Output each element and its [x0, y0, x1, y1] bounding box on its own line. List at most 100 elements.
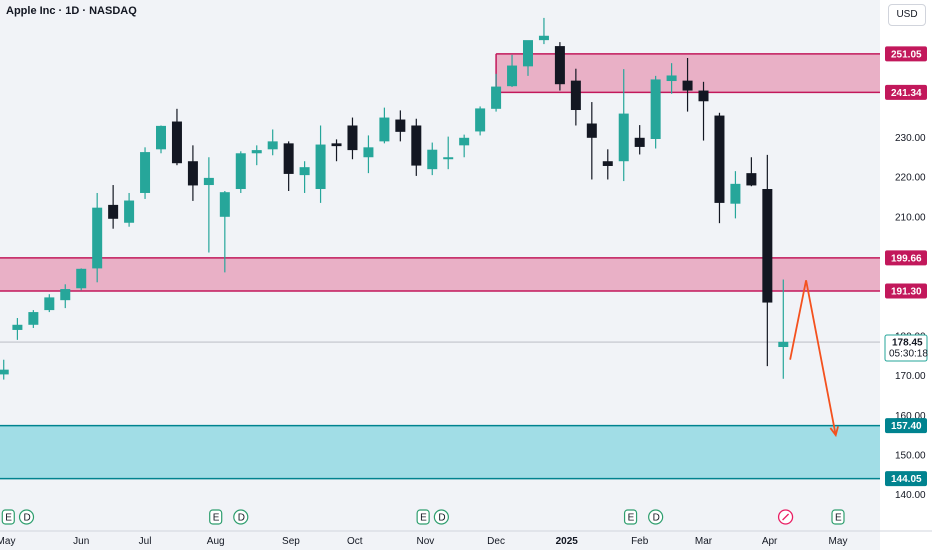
candle — [76, 268, 87, 291]
candle — [219, 190, 230, 273]
event-marker-E[interactable]: E — [623, 509, 638, 525]
candle — [156, 125, 167, 154]
x-tick-label: Sep — [282, 536, 300, 547]
candle-body — [666, 75, 677, 82]
candle-body — [331, 143, 342, 147]
x-tick-label: Dec — [487, 536, 505, 547]
candle — [267, 129, 278, 156]
y-tick-label: 220.00 — [895, 173, 926, 184]
zone-price-tag: 199.66 — [885, 250, 927, 266]
zone-price-tag: 157.40 — [885, 418, 927, 434]
tag-bg — [885, 84, 927, 100]
x-tick-label: Nov — [417, 536, 435, 547]
event-marker-S[interactable] — [777, 509, 794, 525]
candle — [602, 149, 613, 180]
candle-body — [443, 157, 454, 160]
candle-body — [187, 161, 198, 186]
event-marker-D[interactable]: D — [433, 509, 449, 525]
candle — [12, 318, 23, 340]
zone-band — [0, 257, 880, 292]
x-tick-label: Oct — [347, 536, 363, 547]
candle — [443, 136, 454, 170]
y-tick-label: 150.00 — [895, 451, 926, 462]
candle — [650, 75, 661, 149]
tag-bg — [885, 46, 927, 62]
candle-body — [411, 125, 422, 166]
candle — [586, 102, 597, 180]
tag-bg — [885, 471, 927, 487]
candle — [124, 192, 135, 227]
event-marker-letter: D — [238, 513, 245, 524]
candle-body — [538, 35, 549, 41]
candle — [634, 125, 645, 155]
candle — [570, 68, 581, 126]
earnings-icon — [416, 509, 430, 525]
y-tick-label: 230.00 — [895, 133, 926, 144]
candle-body — [347, 125, 358, 151]
event-marker-letter: E — [5, 513, 12, 524]
event-marker-letter: E — [835, 513, 842, 524]
candle-body — [746, 173, 757, 186]
x-tick-label: Jun — [73, 536, 89, 547]
candle-body — [251, 150, 262, 154]
candle-body — [698, 90, 709, 102]
candle — [28, 310, 39, 328]
dividend-icon — [648, 509, 664, 525]
candle-body — [714, 115, 725, 203]
tag-bg — [884, 334, 928, 362]
candle-body — [12, 324, 23, 330]
candle-body — [108, 204, 119, 219]
candle-body — [76, 268, 87, 289]
candle — [140, 147, 151, 199]
candle-body — [427, 149, 438, 170]
x-tick-label: May — [0, 536, 15, 547]
candle — [538, 17, 549, 45]
candle-body — [203, 177, 214, 186]
candle-body — [140, 152, 151, 193]
candle — [363, 135, 374, 174]
event-marker-E[interactable]: E — [416, 509, 430, 525]
candle-body — [522, 40, 533, 67]
candle — [682, 58, 693, 112]
zone-price-tag: 144.05 — [885, 471, 927, 487]
candle — [108, 185, 119, 229]
event-marker-D[interactable]: D — [648, 509, 664, 525]
event-marker-letter: D — [653, 513, 660, 524]
event-marker-E[interactable]: E — [1, 509, 15, 525]
candle — [203, 157, 214, 253]
tag-label: 191.30 — [891, 287, 922, 298]
candle — [331, 139, 342, 162]
candle — [554, 42, 565, 91]
event-marker-E[interactable]: E — [831, 509, 845, 525]
candle — [0, 359, 9, 380]
candle-body — [634, 137, 645, 147]
candle — [427, 142, 438, 176]
currency-button[interactable]: USD — [888, 4, 926, 26]
y-tick-label: 170.00 — [895, 371, 926, 382]
candle-body — [475, 108, 486, 132]
candle — [746, 157, 757, 187]
tag-bg — [885, 418, 927, 434]
candle — [92, 192, 103, 283]
event-marker-E[interactable]: E — [209, 509, 223, 525]
price-axis — [880, 0, 932, 550]
candle-body — [682, 80, 693, 91]
event-marker-D[interactable]: D — [233, 509, 249, 525]
projection-line — [789, 280, 837, 436]
earnings-icon — [1, 509, 15, 525]
candle — [507, 54, 518, 87]
candle — [299, 161, 310, 193]
dividend-icon — [18, 509, 35, 525]
candle — [475, 106, 486, 136]
candle-body — [235, 153, 246, 190]
candle-body — [363, 147, 374, 158]
candle — [187, 145, 198, 201]
candle — [714, 112, 725, 224]
candle-body — [60, 289, 71, 301]
candle-body — [618, 113, 629, 162]
event-marker-D[interactable]: D — [18, 509, 35, 525]
y-tick-label: 140.00 — [895, 490, 926, 501]
zone-price-tag: 191.30 — [885, 283, 927, 299]
